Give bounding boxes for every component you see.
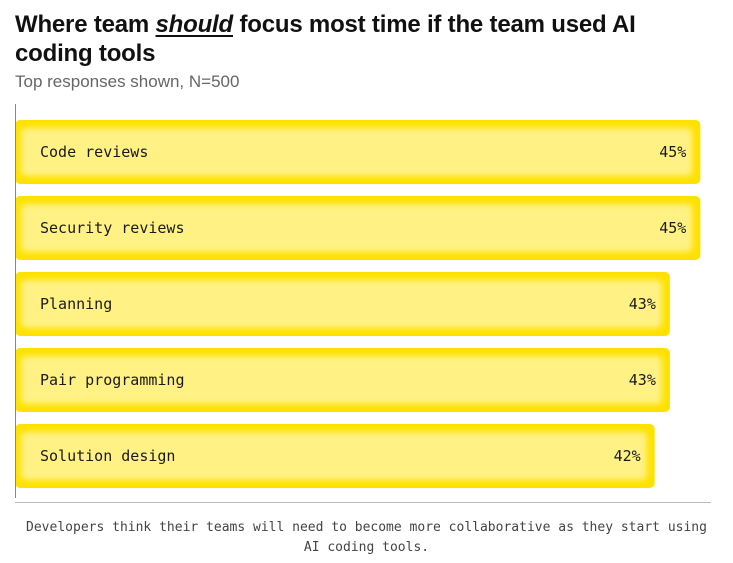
title-emphasis: should bbox=[155, 11, 234, 38]
chart-caption: Developers think their teams will need t… bbox=[26, 520, 707, 555]
bar-highlight bbox=[21, 204, 693, 252]
bar-value-label: 45% bbox=[659, 143, 686, 161]
bar-value-label: 42% bbox=[614, 447, 641, 465]
bar-group: Security reviews 45% bbox=[15, 196, 701, 260]
bar-group: Pair programming 43% bbox=[15, 348, 670, 412]
bar-value-label: 43% bbox=[629, 295, 656, 313]
bar-highlight bbox=[21, 128, 693, 176]
bar-category-label: Security reviews bbox=[40, 219, 185, 237]
bar-category-label: Pair programming bbox=[40, 371, 185, 389]
bar-group: Solution design 42% bbox=[15, 424, 655, 488]
bar-category-label: Solution design bbox=[40, 447, 175, 465]
bar-group: Planning 43% bbox=[15, 272, 670, 336]
bar-category-label: Code reviews bbox=[40, 143, 148, 161]
bar-category-label: Planning bbox=[40, 295, 112, 313]
chart-subtitle: Top responses shown, N=500 bbox=[15, 72, 240, 91]
bar-highlight bbox=[21, 280, 662, 328]
bars-layer: Code reviews 45% Security reviews 45% Planni… bbox=[15, 120, 701, 488]
bar-highlight bbox=[21, 432, 647, 480]
bar-highlight bbox=[21, 356, 662, 404]
title-part-2: focus most time if the team used AI codi… bbox=[15, 11, 636, 67]
title-part-1: Where team bbox=[15, 11, 156, 38]
bar-group: Code reviews 45% bbox=[15, 120, 701, 184]
bar-value-label: 45% bbox=[659, 219, 686, 237]
chart-title: Where team should focus most time if the… bbox=[15, 10, 705, 68]
bar-value-label: 43% bbox=[629, 371, 656, 389]
